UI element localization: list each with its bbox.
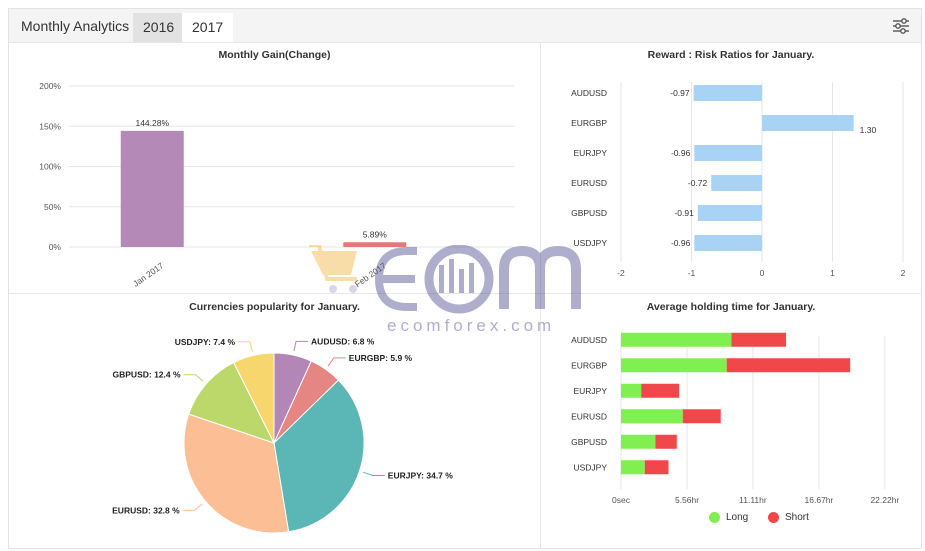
pie-slice-label: AUDUSD: 6.8 % xyxy=(311,336,375,346)
x-tick-label: 2 xyxy=(901,268,906,278)
stacked-bar-segment xyxy=(621,409,683,424)
stacked-bar-segment xyxy=(641,383,680,398)
stacked-bar-segment xyxy=(621,434,656,449)
pie-connector xyxy=(363,471,385,476)
holding-time-chart: 0sec 5.56hr 11.11hr 16.67hr 22.22hr AUDUSD EUR… xyxy=(571,332,899,505)
x-tick-label: 16.67hr xyxy=(805,495,834,505)
y-tick-label: EURUSD xyxy=(571,411,607,421)
pie-slice xyxy=(273,379,365,533)
pie-connector xyxy=(327,357,346,367)
panel-divider-vertical xyxy=(540,42,541,548)
panel-divider-horizontal xyxy=(9,293,921,294)
bar xyxy=(762,115,854,131)
bar-data-label: 144.28% xyxy=(135,118,169,128)
monthly-analytics-widget: Monthly Analytics 2016 2017 Monthly Gain… xyxy=(8,8,922,549)
bar xyxy=(694,145,762,161)
stacked-bar-segment xyxy=(731,332,787,347)
y-tick-label: 50% xyxy=(44,202,61,212)
x-tick-label: Feb 2017 xyxy=(353,260,388,289)
x-tick-label: -2 xyxy=(617,268,625,278)
stacked-bar-segment xyxy=(682,409,721,424)
legend-long-marker xyxy=(709,512,720,523)
settings-sliders-icon[interactable] xyxy=(891,16,911,36)
pie-slice-label: USDJPY: 7.4 % xyxy=(175,337,236,347)
bar-data-label: -0.72 xyxy=(688,178,708,188)
y-tick-label: GBPUSD xyxy=(571,437,607,447)
legend-short[interactable]: Short xyxy=(768,512,809,523)
tab-2016[interactable]: 2016 xyxy=(133,13,185,42)
legend-short-label: Short xyxy=(785,512,809,524)
y-tick-label: 200% xyxy=(39,81,61,91)
bar xyxy=(120,130,184,247)
y-tick-label: USDJPY xyxy=(573,238,607,248)
x-tick-label: 22.22hr xyxy=(870,495,899,505)
x-tick-label: 0 xyxy=(760,268,765,278)
x-tick-label: 5.56hr xyxy=(675,495,699,505)
bar-data-label: -0.96 xyxy=(671,238,691,248)
tab-2017[interactable]: 2017 xyxy=(182,13,234,42)
stacked-bar-segment xyxy=(644,460,669,475)
monthly-gain-title: Monthly Gain(Change) xyxy=(218,49,331,61)
stacked-bar-segment xyxy=(621,460,645,475)
bar xyxy=(694,235,762,251)
y-tick-label: EURUSD xyxy=(571,178,607,188)
pie-slice xyxy=(188,361,275,444)
y-tick-label: 150% xyxy=(39,121,61,131)
pie-slice xyxy=(232,352,275,444)
pie-connector xyxy=(293,340,309,352)
pie-slice-label: EURGBP: 5.9 % xyxy=(349,353,413,363)
bar xyxy=(343,242,407,247)
x-tick-label: 1 xyxy=(830,268,835,278)
reward-risk-chart: -2 -1 0 1 2 AUDUSD -0.97 EURGBP 1.30 EURJPY -0.96 E… xyxy=(571,82,906,278)
bar-data-label: -0.97 xyxy=(670,88,690,98)
widget-header: Monthly Analytics 2016 2017 xyxy=(9,9,921,43)
pie-slice-label: EURUSD: 32.8 % xyxy=(112,505,180,515)
stacked-bar-segment xyxy=(621,332,732,347)
reward-risk-title: Reward : Risk Ratios for January. xyxy=(647,49,815,61)
bar-data-label: -0.91 xyxy=(674,208,694,218)
pie-connector xyxy=(183,374,204,382)
y-tick-label: 0% xyxy=(49,242,62,252)
pie-connector xyxy=(182,503,203,511)
widget-title: Monthly Analytics xyxy=(21,18,130,34)
stacked-bar-segment xyxy=(655,434,677,449)
bar-data-label: 5.89% xyxy=(363,229,388,239)
currencies-popularity-title: Currencies popularity for January. xyxy=(189,301,360,313)
y-tick-label: EURGBP xyxy=(571,360,607,370)
bar xyxy=(693,85,762,101)
bar-data-label: -0.96 xyxy=(671,148,691,158)
pie-connector xyxy=(238,341,253,352)
y-tick-label: AUDUSD xyxy=(571,335,607,345)
y-tick-label: EURJPY xyxy=(573,148,607,158)
y-tick-label: EURJPY xyxy=(573,386,607,396)
stacked-bar-segment xyxy=(726,358,851,373)
legend-short-marker xyxy=(768,512,779,523)
y-tick-label: GBPUSD xyxy=(571,208,607,218)
legend-long[interactable]: Long xyxy=(709,512,748,523)
x-tick-label: 0sec xyxy=(612,495,631,505)
x-tick-label: Jan 2017 xyxy=(131,260,166,288)
pie-slice xyxy=(183,413,290,534)
y-tick-label: 100% xyxy=(39,162,61,172)
y-tick-label: AUDUSD xyxy=(571,88,607,98)
monthly-gain-chart: 0% 50% 100% 150% 200% 144.28% Jan 2017 5.89% Feb… xyxy=(39,81,514,289)
y-tick-label: USDJPY xyxy=(573,462,607,472)
stacked-bar-segment xyxy=(621,358,727,373)
pie-slice-label: EURJPY: 34.7 % xyxy=(388,470,453,480)
bar xyxy=(711,175,762,191)
stacked-bar-segment xyxy=(621,383,642,398)
pie-slice-label: GBPUSD: 12.4 % xyxy=(113,370,181,380)
currencies-pie-chart: AUDUSD: 6.8 % EURGBP: 5.9 % EURJPY: 34.7 %… xyxy=(112,336,453,534)
bar-data-label: 1.30 xyxy=(860,125,877,135)
legend-long-label: Long xyxy=(726,512,749,524)
bar xyxy=(697,205,762,221)
holding-time-title: Average holding time for January. xyxy=(646,301,816,313)
y-tick-label: EURGBP xyxy=(571,118,607,128)
x-tick-label: -1 xyxy=(688,268,696,278)
x-tick-label: 11.11hr xyxy=(739,495,767,505)
